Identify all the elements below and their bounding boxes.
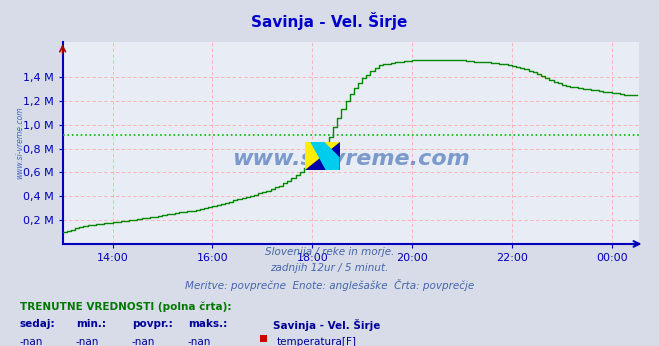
Text: Savinja - Vel. Širje: Savinja - Vel. Širje — [273, 319, 381, 331]
Text: sedaj:: sedaj: — [20, 319, 55, 329]
Text: zadnjih 12ur / 5 minut.: zadnjih 12ur / 5 minut. — [270, 263, 389, 273]
Text: www.si-vreme.com: www.si-vreme.com — [232, 149, 470, 169]
Text: Savinja - Vel. Širje: Savinja - Vel. Širje — [251, 12, 408, 30]
Text: temperatura[F]: temperatura[F] — [277, 337, 357, 346]
Text: povpr.:: povpr.: — [132, 319, 173, 329]
Text: -nan: -nan — [76, 337, 99, 346]
Text: maks.:: maks.: — [188, 319, 227, 329]
Text: TRENUTNE VREDNOSTI (polna črta):: TRENUTNE VREDNOSTI (polna črta): — [20, 301, 231, 311]
Text: min.:: min.: — [76, 319, 106, 329]
Text: Meritve: povprečne  Enote: anglešaške  Črta: povprečje: Meritve: povprečne Enote: anglešaške Črt… — [185, 279, 474, 291]
Text: Slovenija / reke in morje.: Slovenija / reke in morje. — [265, 247, 394, 257]
Text: -nan: -nan — [132, 337, 155, 346]
Text: -nan: -nan — [20, 337, 43, 346]
Polygon shape — [304, 142, 339, 170]
Polygon shape — [304, 142, 339, 170]
Text: www.si-vreme.com: www.si-vreme.com — [15, 107, 24, 179]
Text: -nan: -nan — [188, 337, 211, 346]
Polygon shape — [310, 142, 339, 170]
